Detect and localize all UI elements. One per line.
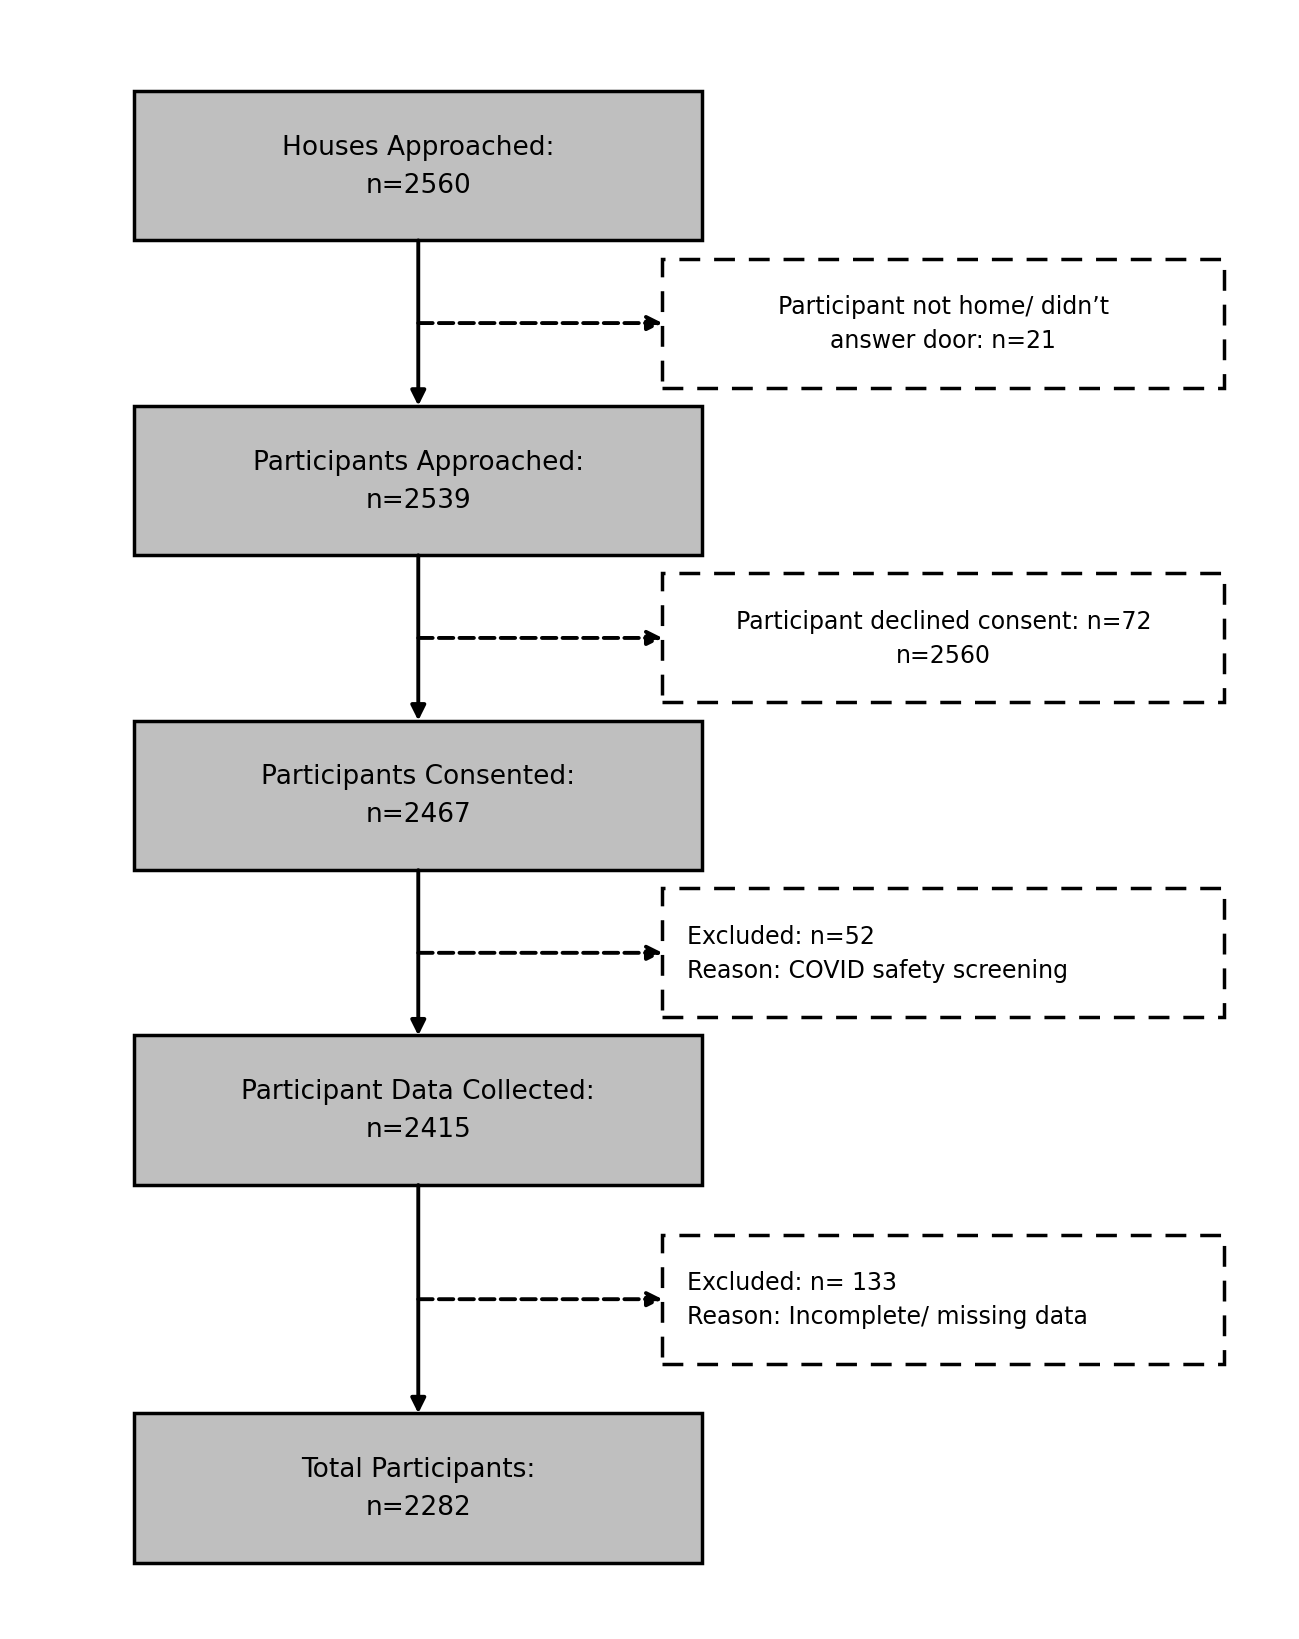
- Text: Participant Data Collected:
n=2415: Participant Data Collected: n=2415: [242, 1078, 595, 1142]
- Text: Total Participants:
n=2282: Total Participants: n=2282: [301, 1455, 535, 1521]
- Text: Participant declined consent: n=72
n=2560: Participant declined consent: n=72 n=256…: [735, 610, 1151, 667]
- Bar: [662, 888, 1224, 1018]
- Bar: [662, 574, 1224, 703]
- Bar: [134, 1036, 703, 1185]
- Bar: [662, 1234, 1224, 1364]
- Bar: [134, 406, 703, 556]
- Bar: [134, 1413, 703, 1564]
- Text: Participants Consented:
n=2467: Participants Consented: n=2467: [261, 764, 575, 828]
- Text: Participants Approached:
n=2539: Participants Approached: n=2539: [253, 449, 583, 513]
- Text: Participant not home/ didn’t
answer door: n=21: Participant not home/ didn’t answer door…: [778, 295, 1109, 352]
- Bar: [662, 259, 1224, 388]
- Text: Houses Approached:
n=2560: Houses Approached: n=2560: [282, 134, 555, 198]
- Bar: [134, 92, 703, 241]
- Bar: [134, 721, 703, 870]
- Text: Excluded: n= 133
Reason: Incomplete/ missing data: Excluded: n= 133 Reason: Incomplete/ mis…: [687, 1270, 1087, 1328]
- Text: Excluded: n=52
Reason: COVID safety screening: Excluded: n=52 Reason: COVID safety scre…: [687, 924, 1068, 982]
